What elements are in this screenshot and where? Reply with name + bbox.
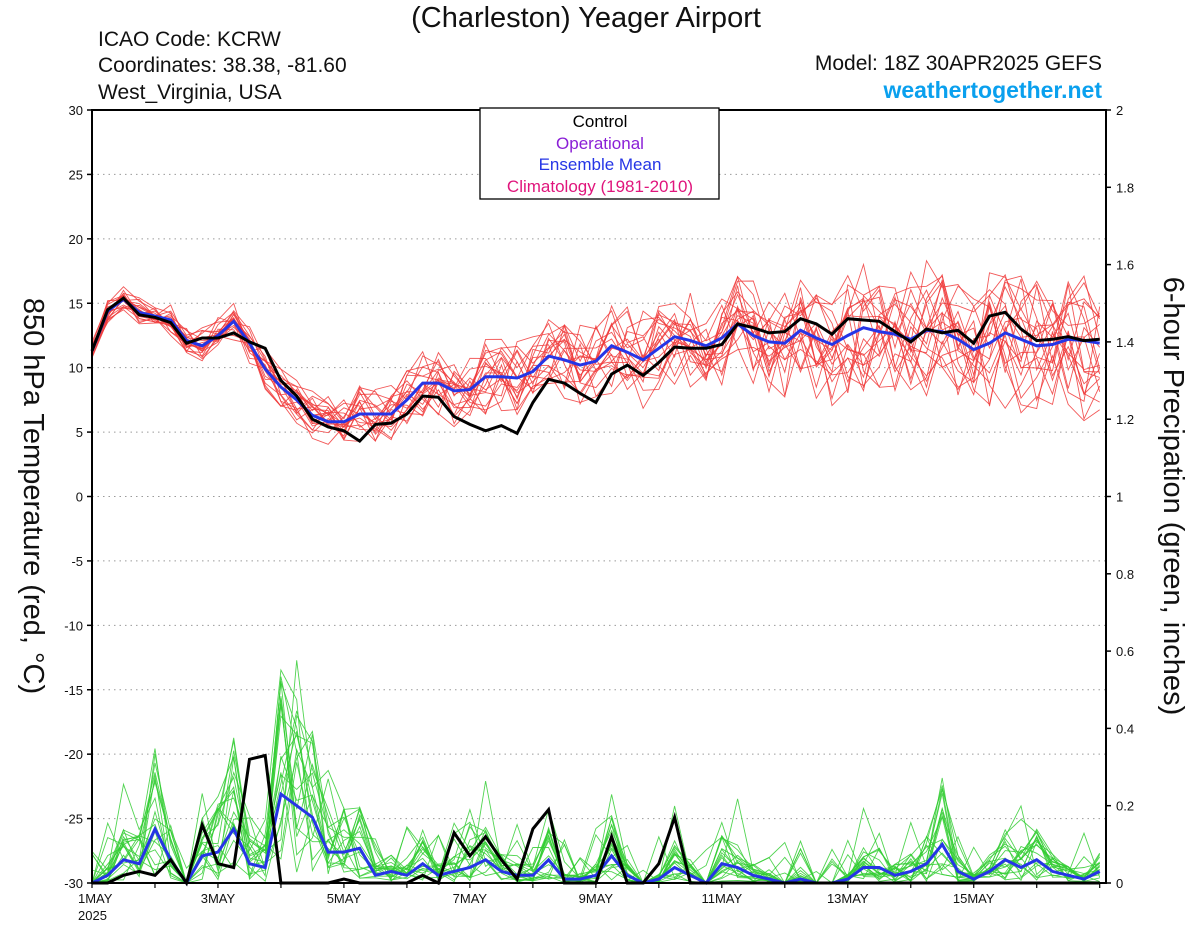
legend: Control Operational Ensemble Mean Climat… (479, 107, 720, 200)
y-tick-label-right: 1.2 (1116, 412, 1134, 427)
legend-box (479, 107, 720, 200)
y-tick-label-left: -25 (64, 812, 83, 827)
site-link[interactable]: weathertogether.net (883, 77, 1102, 103)
temperature-member-line (91, 273, 1100, 431)
x-tick-label: 3MAY (201, 891, 236, 906)
legend-ensemble-mean: Ensemble Mean (539, 155, 662, 174)
y-tick-label-left: 25 (69, 167, 83, 182)
y-axis-label-left: 850 hPa Temperature (red, °C) (17, 298, 49, 694)
y-tick-label-right: 0.2 (1116, 799, 1134, 814)
x-tick-label: 11MAY (701, 891, 742, 906)
y-tick-label-left: 30 (69, 103, 83, 118)
temperature-member-line (91, 278, 1101, 428)
y-tick-label-right: 1.4 (1116, 335, 1134, 350)
precipitation-ensemble-mean-line (91, 791, 1101, 886)
precipitation-member-line (91, 704, 1101, 884)
coordinates: Coordinates: 38.38, -81.60 (98, 54, 347, 77)
x-tick-label: 7MAY (453, 891, 488, 906)
y-tick-label-left: 10 (69, 361, 83, 376)
temperature-member-line (91, 285, 1101, 441)
precipitation-member-line (91, 660, 1100, 884)
y-tick-label-left: -5 (71, 554, 83, 569)
legend-operational: Operational (556, 134, 644, 153)
legend-climatology: Climatology (1981-2010) (507, 177, 693, 196)
precipitation-member-line (91, 680, 1100, 884)
x-tick-label: 9MAY (579, 891, 614, 906)
icao-code: ICAO Code: KCRW (98, 28, 281, 51)
y-tick-label-left: 15 (69, 296, 83, 311)
y-tick-label-right: 1 (1116, 490, 1123, 505)
x-tick-label: 5MAY (327, 891, 362, 906)
y-tick-label-left: -10 (64, 618, 83, 633)
temperature-ensemble-members (91, 259, 1101, 445)
x-tick-label: 13MAY (827, 891, 869, 906)
y-tick-label-left: -15 (64, 683, 83, 698)
y-tick-label-right: 2 (1116, 103, 1123, 118)
x-tick-year: 2025 (78, 908, 107, 923)
y-tick-label-left: -30 (64, 876, 83, 891)
chart-title: (Charleston) Yeager Airport (411, 2, 761, 34)
y-tick-label-right: 1.8 (1116, 180, 1134, 195)
precipitation-member-line (91, 762, 1100, 884)
precipitation-member-line (91, 730, 1100, 884)
x-tick-label: 1MAY (78, 891, 113, 906)
axes: 302520151050-5-10-15-20-25-3021.81.61.41… (64, 103, 1134, 923)
y-axis-label-right: 6-hour Precipation (green, inches) (1157, 277, 1189, 715)
y-tick-label-right: 0.6 (1116, 644, 1134, 659)
y-tick-label-right: 0 (1116, 876, 1123, 891)
temperature-control-line (90, 296, 1100, 444)
y-tick-label-left: 5 (76, 425, 83, 440)
temperature-member-line (91, 275, 1101, 428)
temperature-member-line (91, 259, 1101, 441)
temperature-member-line (91, 279, 1100, 433)
y-tick-label-left: -20 (64, 747, 83, 762)
precipitation-member-line (91, 734, 1100, 884)
y-tick-label-left: 20 (69, 232, 83, 247)
model-run: Model: 18Z 30APR2025 GEFS (814, 52, 1102, 75)
temperature-member-line (91, 280, 1101, 439)
legend-control: Control (573, 112, 628, 131)
main-series (90, 296, 1101, 887)
region: West_Virginia, USA (98, 81, 282, 104)
y-tick-label-right: 1.6 (1116, 258, 1134, 273)
y-tick-label-left: 0 (76, 490, 83, 505)
x-tick-label: 15MAY (953, 891, 995, 906)
grid-lines (92, 173, 1106, 820)
y-tick-label-right: 0.8 (1116, 567, 1134, 582)
y-tick-label-right: 0.4 (1116, 721, 1134, 736)
